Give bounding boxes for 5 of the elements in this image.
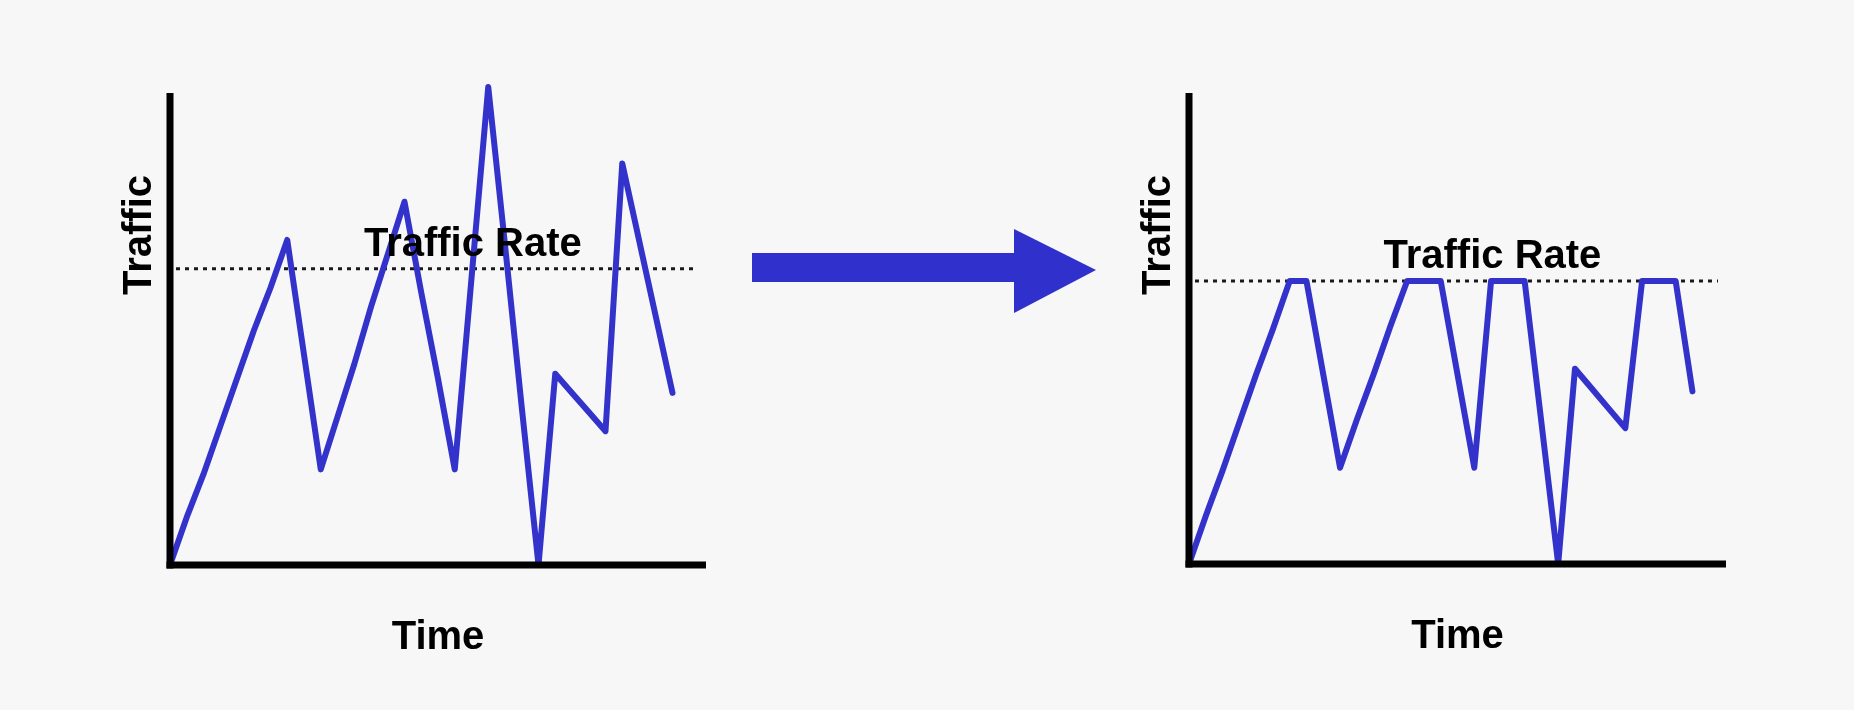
y-axis-title: Traffic xyxy=(115,174,160,296)
x-axis-title: Time xyxy=(391,613,485,658)
x-axis-title: Time xyxy=(1411,612,1504,657)
y-axis-title: Traffic xyxy=(1134,174,1179,296)
ref-line-label: Traffic Rate xyxy=(1383,232,1602,277)
